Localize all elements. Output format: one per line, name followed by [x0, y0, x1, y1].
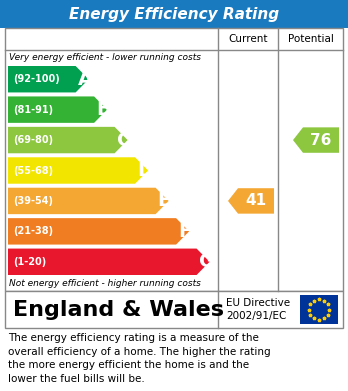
Text: Not energy efficient - higher running costs: Not energy efficient - higher running co…: [9, 279, 201, 288]
Text: B: B: [96, 100, 111, 119]
Text: Potential: Potential: [287, 34, 333, 44]
Text: (92-100): (92-100): [13, 74, 60, 84]
Bar: [5, 28, 343, 291]
Polygon shape: [8, 66, 89, 92]
Polygon shape: [8, 218, 189, 245]
Polygon shape: [8, 188, 168, 214]
Text: (69-80): (69-80): [13, 135, 53, 145]
Text: C: C: [117, 131, 131, 150]
Bar: [5, 291, 343, 328]
Text: EU Directive
2002/91/EC: EU Directive 2002/91/EC: [226, 298, 290, 321]
Text: Energy Efficiency Rating: Energy Efficiency Rating: [69, 7, 279, 22]
Text: E: E: [158, 192, 171, 210]
Text: (39-54): (39-54): [13, 196, 53, 206]
Text: Very energy efficient - lower running costs: Very energy efficient - lower running co…: [9, 53, 201, 62]
Text: (55-68): (55-68): [13, 165, 53, 176]
Polygon shape: [8, 249, 209, 275]
Text: The energy efficiency rating is a measure of the
overall efficiency of a home. T: The energy efficiency rating is a measur…: [8, 333, 271, 384]
Text: (21-38): (21-38): [13, 226, 53, 236]
Text: (1-20): (1-20): [13, 257, 46, 267]
Text: (81-91): (81-91): [13, 105, 53, 115]
Polygon shape: [8, 127, 128, 153]
Bar: [0, 0, 348, 28]
Text: 41: 41: [245, 194, 267, 208]
Polygon shape: [228, 188, 274, 213]
Text: F: F: [178, 222, 191, 241]
Polygon shape: [8, 97, 107, 123]
Polygon shape: [293, 127, 339, 153]
Text: England & Wales: England & Wales: [13, 300, 224, 319]
Text: 76: 76: [310, 133, 332, 147]
Bar: [300, 295, 338, 324]
Text: D: D: [137, 161, 153, 180]
Text: A: A: [78, 70, 93, 89]
Polygon shape: [8, 157, 148, 184]
Text: G: G: [199, 252, 215, 271]
Text: Current: Current: [228, 34, 268, 44]
